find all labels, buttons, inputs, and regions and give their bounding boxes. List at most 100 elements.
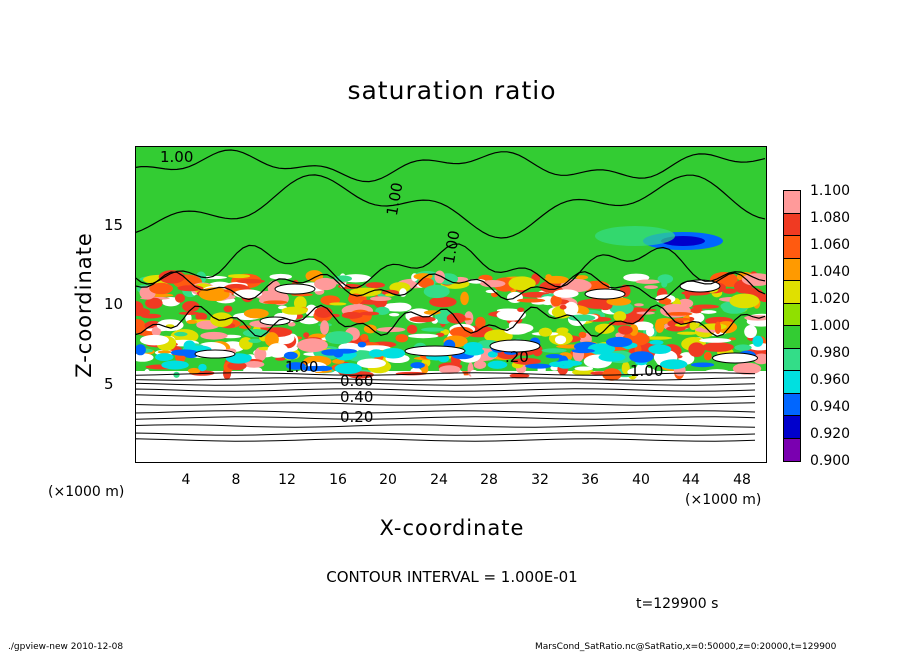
field-patch bbox=[248, 338, 262, 344]
field-patch bbox=[406, 324, 418, 334]
field-patch bbox=[688, 342, 705, 358]
contour-label: 1.00 bbox=[160, 148, 194, 166]
field-pocket bbox=[489, 339, 541, 353]
field-patch bbox=[649, 340, 664, 345]
field-patch bbox=[598, 352, 626, 362]
field-patch bbox=[487, 360, 508, 369]
contour-label: 0.40 bbox=[340, 388, 374, 406]
field-patch bbox=[423, 310, 441, 315]
field-patch bbox=[135, 353, 154, 362]
colorbar-label: 1.020 bbox=[810, 291, 851, 307]
field-patch bbox=[602, 368, 622, 381]
field-patch bbox=[429, 296, 457, 308]
contour-interval-text: CONTOUR INTERVAL = 1.000E-01 bbox=[326, 568, 578, 586]
field-patch bbox=[752, 335, 764, 347]
field-patch bbox=[174, 293, 185, 303]
field-patch bbox=[644, 285, 658, 289]
field-patch bbox=[341, 311, 363, 319]
field-patch bbox=[595, 226, 675, 246]
contour-label: 1.00 bbox=[630, 362, 664, 380]
field-patch bbox=[568, 314, 596, 322]
field-patch bbox=[673, 317, 691, 321]
colorbar-segment bbox=[784, 371, 800, 394]
field-patch bbox=[407, 333, 439, 339]
footer-right: MarsCond_SatRatio.nc@SatRatio,x=0:50000,… bbox=[535, 642, 837, 652]
field-patch bbox=[356, 358, 386, 369]
colorbar-segment bbox=[784, 416, 800, 439]
field-patch bbox=[661, 280, 668, 288]
colorbar-segment bbox=[784, 348, 800, 371]
contour-line bbox=[135, 432, 756, 436]
field-patch bbox=[305, 270, 324, 282]
field-patch bbox=[409, 316, 436, 323]
field-patch bbox=[186, 319, 198, 324]
field-pocket bbox=[194, 349, 236, 359]
colorbar-label: 1.100 bbox=[810, 183, 851, 199]
field-patch bbox=[267, 343, 289, 358]
field-patch bbox=[438, 365, 461, 374]
colorbar-label: 1.060 bbox=[810, 237, 851, 253]
field-patch bbox=[381, 348, 406, 359]
y-axis-label: Z-coordinate bbox=[72, 232, 96, 378]
field-patch bbox=[594, 323, 615, 334]
field-patch bbox=[732, 362, 762, 375]
field-patch bbox=[553, 289, 579, 298]
field-patch bbox=[654, 319, 665, 333]
field-patch bbox=[700, 310, 717, 314]
colorbar-segment bbox=[784, 213, 800, 236]
field-patch bbox=[613, 311, 627, 322]
field-patch bbox=[243, 308, 269, 319]
field-patch bbox=[434, 270, 445, 284]
field-patch bbox=[243, 360, 265, 368]
contour-line bbox=[135, 372, 756, 376]
field-patch bbox=[283, 351, 298, 360]
field-patch bbox=[554, 335, 567, 345]
field-patch bbox=[475, 316, 486, 329]
field-patch bbox=[227, 361, 247, 371]
field-patch bbox=[512, 358, 541, 365]
field-patch bbox=[449, 326, 474, 338]
y-tick-label: 10 bbox=[104, 295, 124, 313]
contour-label: .20 bbox=[505, 348, 529, 366]
contour-line bbox=[135, 243, 766, 289]
field-patch bbox=[517, 307, 525, 313]
field-patch bbox=[151, 326, 161, 337]
field-patch bbox=[487, 351, 498, 358]
field-patch bbox=[690, 307, 703, 314]
colorbar-label: 0.980 bbox=[810, 345, 851, 361]
field-patch bbox=[545, 354, 563, 359]
field-patch bbox=[463, 347, 485, 356]
field-patch bbox=[741, 273, 767, 286]
field-patch bbox=[297, 338, 328, 353]
heatmap-field bbox=[135, 146, 767, 463]
field-patch bbox=[357, 341, 367, 348]
field-patch bbox=[648, 344, 672, 355]
contour-line bbox=[135, 377, 756, 381]
field-patch bbox=[145, 297, 163, 309]
field-patch bbox=[360, 333, 369, 342]
field-patch bbox=[365, 282, 386, 288]
field-patch bbox=[182, 301, 200, 313]
field-patch bbox=[635, 279, 661, 284]
field-patch bbox=[320, 320, 329, 335]
field-patch bbox=[665, 312, 693, 316]
field-patch bbox=[139, 334, 169, 346]
x-tick-label: 8 bbox=[231, 472, 241, 488]
field-patch bbox=[692, 304, 720, 309]
colorbar-segment bbox=[784, 191, 800, 214]
field-pocket bbox=[584, 288, 626, 300]
colorbar-segment bbox=[784, 393, 800, 416]
field-patch bbox=[332, 358, 345, 364]
field-patch bbox=[275, 357, 286, 361]
colorbar-label: 1.080 bbox=[810, 210, 851, 226]
field-patch bbox=[563, 301, 579, 316]
field-patch bbox=[395, 334, 409, 343]
field-patch bbox=[538, 327, 553, 337]
field-patch bbox=[704, 369, 730, 375]
field-patch bbox=[233, 289, 263, 299]
field-patch bbox=[161, 360, 189, 370]
field-patch bbox=[722, 288, 737, 294]
field-patch bbox=[660, 359, 688, 370]
field-patch bbox=[587, 343, 616, 355]
field-patch bbox=[348, 293, 364, 305]
